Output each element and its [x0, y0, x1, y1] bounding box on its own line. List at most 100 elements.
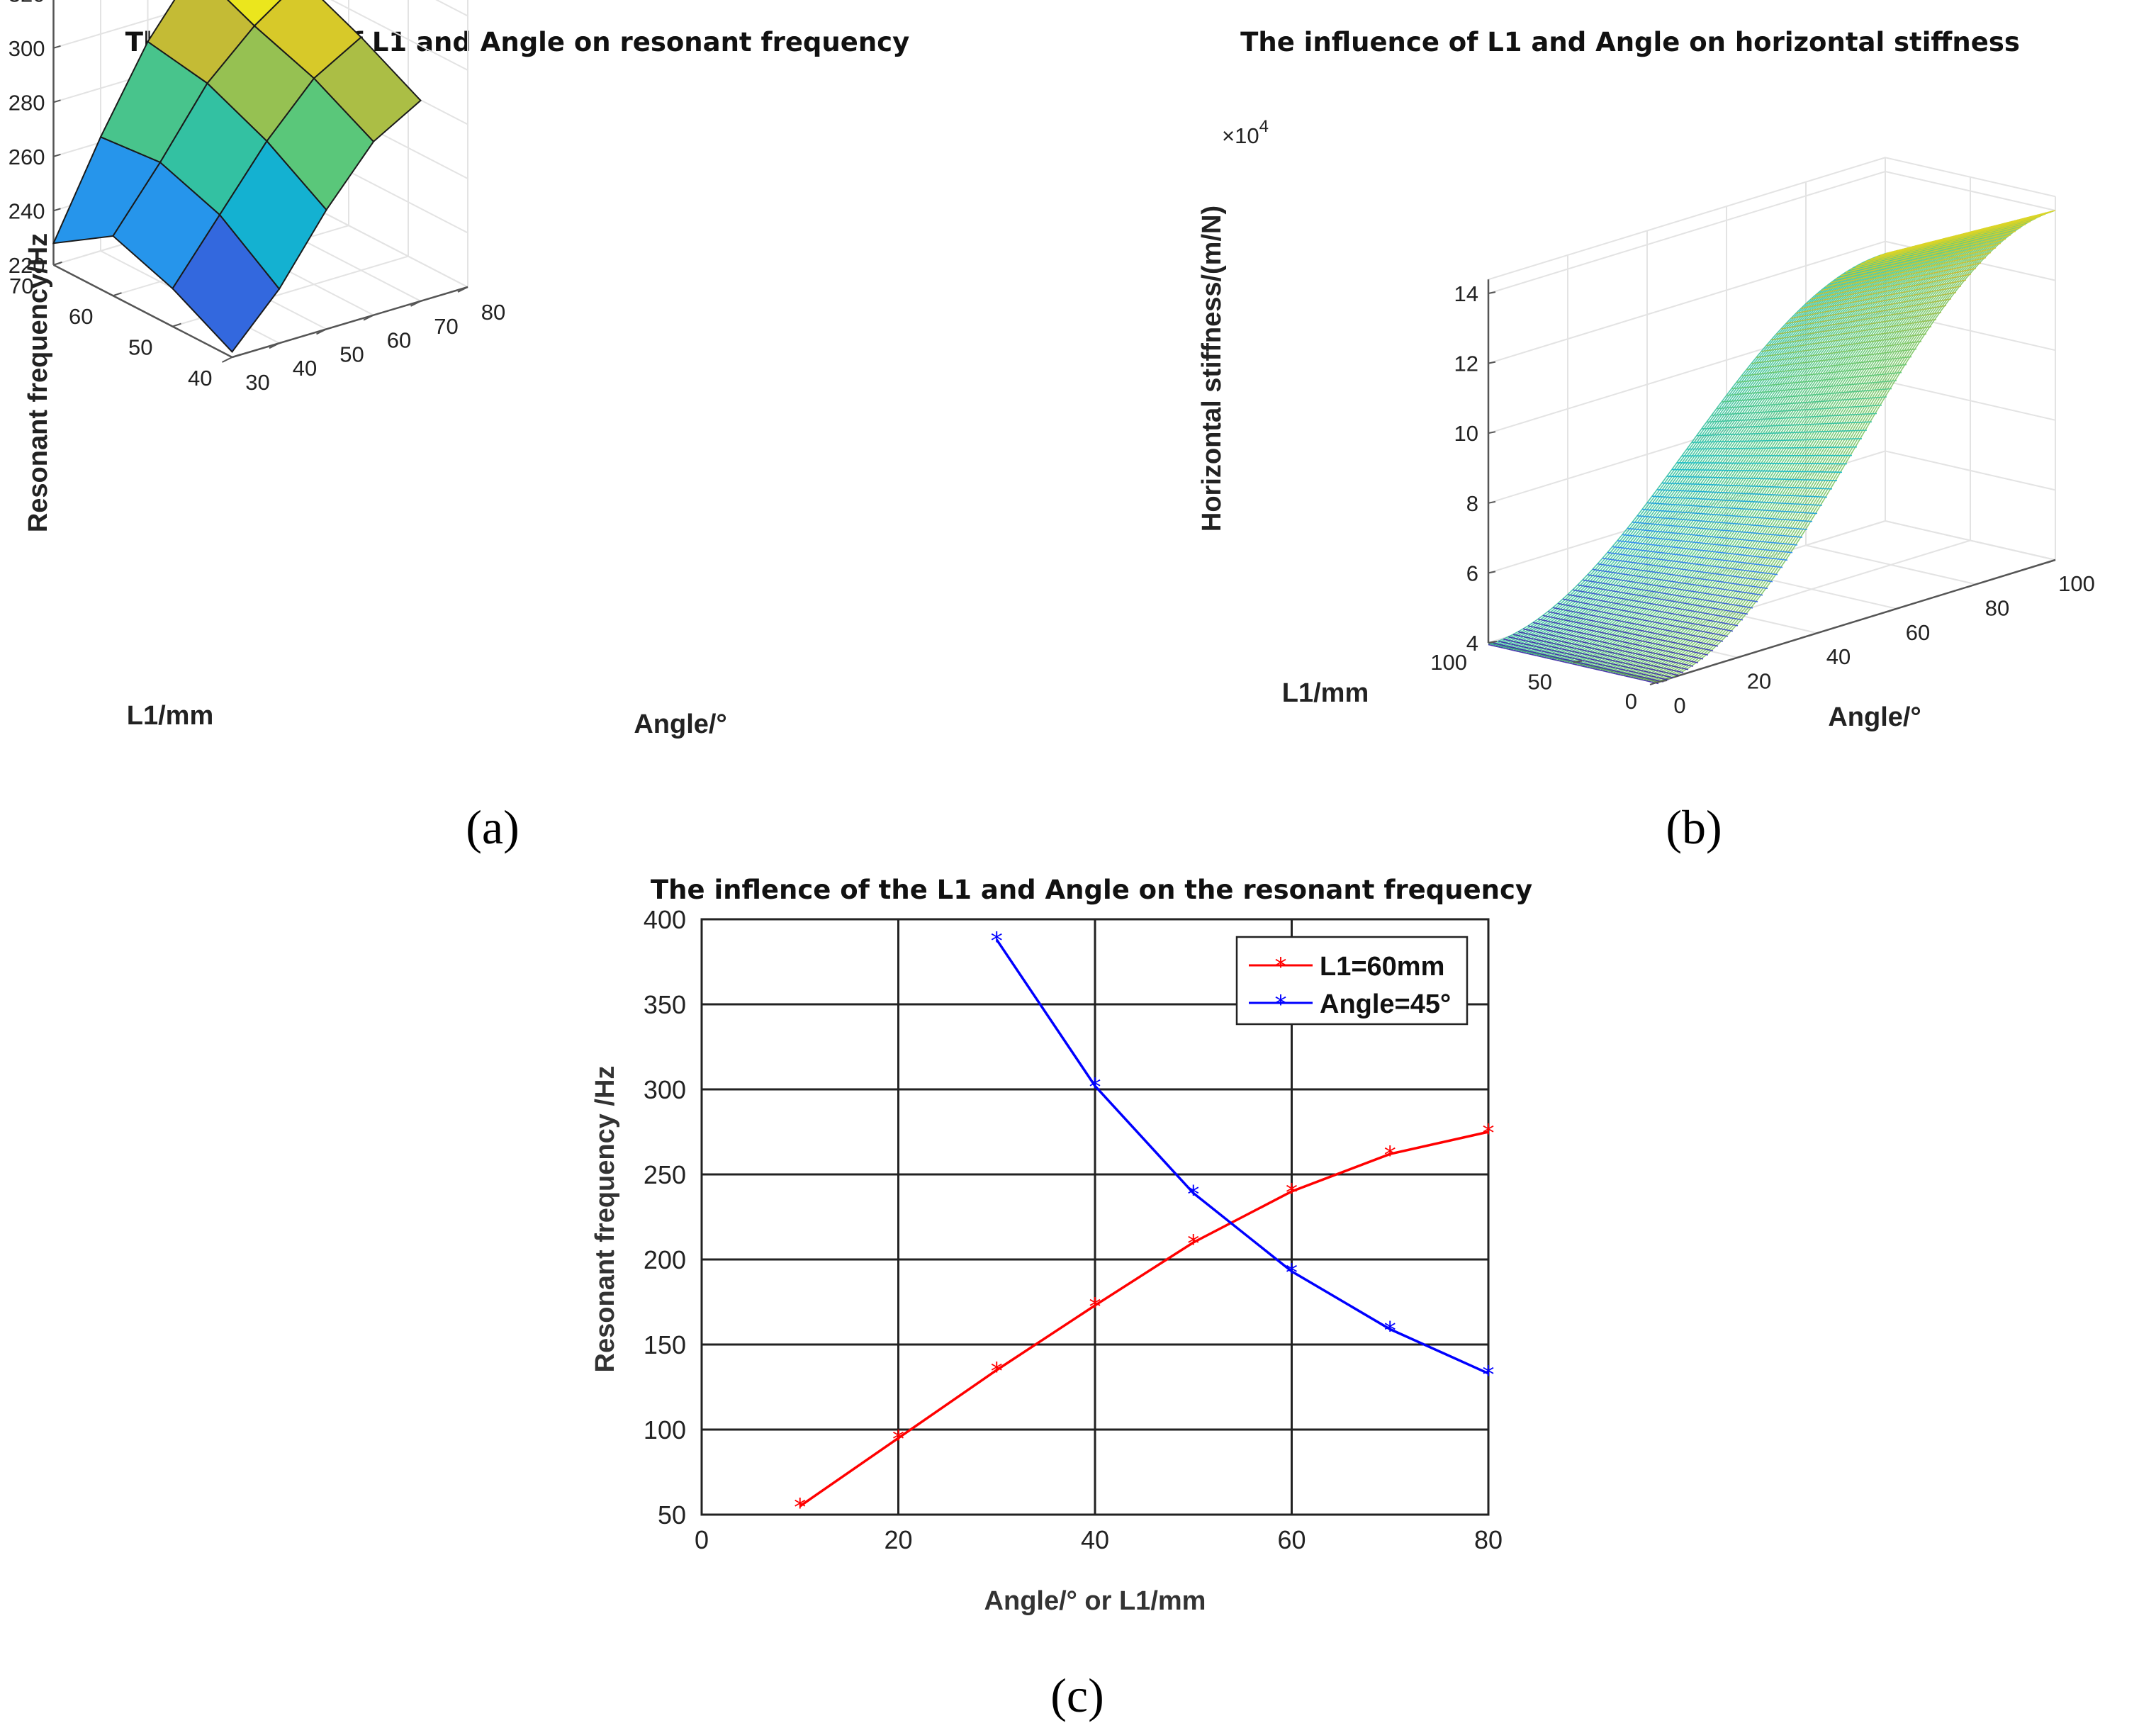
angle-axis-line [232, 286, 468, 359]
angle-tick-label: 40 [293, 356, 317, 381]
x-tick-label: 80 [1474, 1525, 1503, 1554]
mesh-line [1641, 508, 1813, 522]
mesh-line [1746, 348, 1917, 371]
mesh-line [1775, 305, 1947, 335]
mesh-line [1845, 230, 2016, 274]
mesh-line [1622, 534, 1793, 554]
angle-tick-mark [410, 300, 421, 307]
l1-axis-line [52, 264, 233, 359]
z-tick-mark [53, 153, 61, 157]
data-point-marker: * [892, 1425, 904, 1454]
y-tick-label: 400 [644, 905, 686, 934]
angle-tick-label: 80 [1985, 595, 2009, 620]
z-tick-label: 220 [9, 253, 45, 278]
panel-b-mesh [1488, 210, 2056, 685]
mesh-line [1627, 527, 1798, 546]
data-point-marker: * [991, 1357, 1003, 1386]
data-point-marker: * [1483, 1119, 1495, 1147]
z-tick-label: 4 [1466, 631, 1478, 656]
mesh-line [1552, 607, 1724, 642]
mesh-line [1537, 618, 1709, 656]
angle-tick-label: 70 [434, 314, 458, 339]
mesh-line [1696, 430, 1868, 437]
angle-tick-mark [1729, 656, 1739, 661]
surface-patch [172, 213, 281, 353]
l1-tick-label: 0 [1625, 689, 1637, 714]
mesh-line [1815, 257, 1987, 296]
z-tick-mark [1488, 571, 1496, 574]
panel-a-resonant-surface: The influence of L1 and Angle on resonan… [9, 0, 909, 854]
mesh-line [1691, 438, 1863, 443]
angle-tick-mark [269, 342, 280, 349]
mesh-line [1731, 371, 1902, 390]
mesh-line [1835, 238, 2006, 280]
mesh-line [1785, 291, 1957, 325]
panel-a-angle-label: Angle/° [634, 709, 726, 739]
z-tick-mark [1488, 500, 1496, 504]
mesh-line [1756, 333, 1927, 359]
angle-tick-mark [222, 357, 232, 363]
mesh-line [1557, 602, 1729, 637]
l1-tick-mark [1488, 641, 1498, 644]
mesh-line [1741, 356, 1912, 377]
mesh-line [1488, 644, 1659, 685]
mesh-line [1522, 628, 1694, 667]
l1-tick-label: 50 [128, 335, 152, 360]
mesh-line [1567, 594, 1739, 627]
mesh-line [1646, 502, 1818, 515]
mesh-line [1666, 476, 1838, 481]
mesh-line [1825, 247, 1997, 288]
angle-tick-label: 30 [245, 370, 269, 395]
mesh-line [1765, 318, 1937, 347]
mesh-line [1542, 614, 1714, 651]
mesh-line [1532, 622, 1704, 660]
l1-tick-mark [1658, 680, 1668, 683]
mesh-line [1850, 227, 2021, 270]
grid-line [1488, 520, 1886, 644]
mesh-line [1686, 446, 1858, 450]
mesh-line [1840, 234, 2011, 276]
mesh-line [1632, 522, 1803, 538]
angle-tick-label: 60 [1906, 620, 1930, 645]
y-tick-label: 100 [644, 1415, 686, 1444]
legend-label-angle: Angle=45° [1320, 989, 1451, 1019]
angle-tick-mark [2046, 559, 2056, 563]
mesh-line [1800, 273, 1972, 309]
angle-tick-label: 60 [387, 328, 411, 353]
x-tick-label: 40 [1081, 1525, 1109, 1554]
angle-tick-mark [363, 314, 374, 321]
panel-b-z-ticks: 4 6 8 10 12 14 [1454, 281, 1496, 656]
mesh-line [1661, 482, 1833, 490]
mesh-line [1507, 636, 1679, 676]
l1-tick-label: 40 [188, 366, 212, 391]
mesh-line [1636, 515, 1808, 530]
angle-tick-label: 20 [1747, 669, 1771, 694]
panel-c-legend: * L1=60mm * Angle=45° [1235, 936, 1469, 1026]
z-tick-label: 10 [1454, 421, 1478, 446]
data-point-marker: * [1286, 1179, 1298, 1207]
surface-patch [226, 0, 282, 27]
panel-b-z-label: Horizontal stiffness/(m/N) [1197, 206, 1227, 532]
l1-tick-label: 50 [1528, 670, 1552, 695]
z-tick-mark [53, 208, 61, 212]
mesh-line [1607, 551, 1778, 576]
angle-tick-label: 100 [2058, 571, 2095, 596]
y-tick-label: 150 [644, 1330, 686, 1359]
angle-tick-label: 80 [481, 300, 505, 325]
mesh-line [1503, 638, 1674, 679]
data-point-marker: * [1187, 1230, 1199, 1258]
z-tick-label: 14 [1454, 281, 1478, 306]
mesh-line [1736, 364, 1907, 383]
panel-b-l1-ticks: 0 50 100 [1430, 641, 1668, 714]
mesh-line [1612, 546, 1783, 568]
z-tick-label: 280 [9, 90, 45, 115]
l1-tick-mark [1573, 660, 1583, 663]
z-tick-label: 300 [9, 36, 45, 61]
panel-a-l1-ticks: 40 50 60 70 [9, 261, 241, 391]
angle-tick-mark [316, 328, 327, 335]
mesh-line [1677, 462, 1848, 465]
angle-tick-mark [1808, 632, 1818, 637]
grid-line [1573, 539, 1971, 663]
l1-tick-mark [53, 261, 62, 266]
panel-c-title: The inflence of the L1 and Angle on the … [651, 875, 1532, 905]
